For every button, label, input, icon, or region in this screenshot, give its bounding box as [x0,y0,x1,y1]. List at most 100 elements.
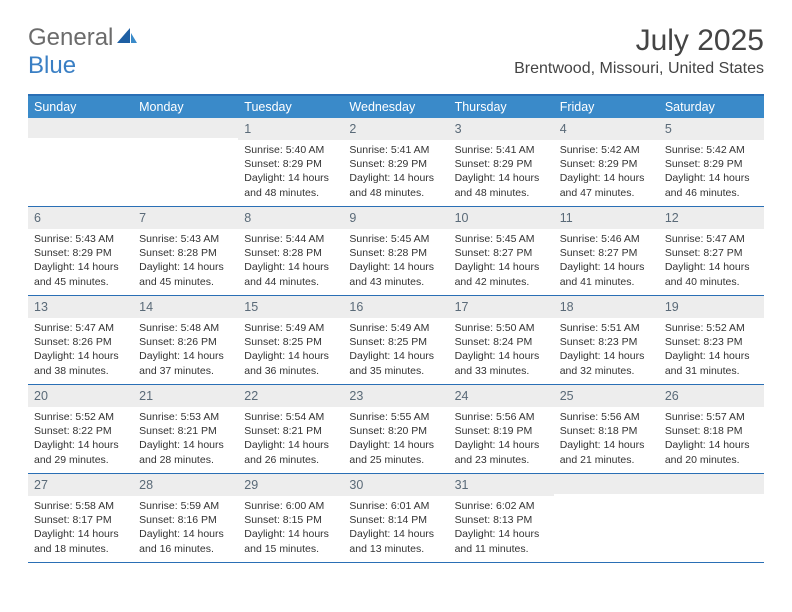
day-body: Sunrise: 5:42 AMSunset: 8:29 PMDaylight:… [554,140,659,206]
daylight-text: Daylight: 14 hours and 20 minutes. [665,438,758,466]
week-row: 13Sunrise: 5:47 AMSunset: 8:26 PMDayligh… [28,296,764,385]
week-row: 20Sunrise: 5:52 AMSunset: 8:22 PMDayligh… [28,385,764,474]
daylight-text: Daylight: 14 hours and 25 minutes. [349,438,442,466]
sunset-text: Sunset: 8:21 PM [244,424,337,438]
day-cell: 19Sunrise: 5:52 AMSunset: 8:23 PMDayligh… [659,296,764,384]
weekday-header-row: Sunday Monday Tuesday Wednesday Thursday… [28,96,764,118]
day-cell: 12Sunrise: 5:47 AMSunset: 8:27 PMDayligh… [659,207,764,295]
daylight-text: Daylight: 14 hours and 26 minutes. [244,438,337,466]
sunrise-text: Sunrise: 5:49 AM [244,321,337,335]
day-number-row: 11 [554,207,659,229]
daylight-text: Daylight: 14 hours and 45 minutes. [34,260,127,288]
sunset-text: Sunset: 8:28 PM [244,246,337,260]
day-number: 21 [139,389,153,403]
daylight-text: Daylight: 14 hours and 33 minutes. [455,349,548,377]
day-cell: 22 Sunrise: 5:54 AMSunset: 8:21 PMDayligh… [238,385,343,473]
sunset-text: Sunset: 8:29 PM [349,157,442,171]
day-body: Sunrise: 5:48 AMSunset: 8:26 PMDaylight:… [133,318,238,384]
sunrise-text: Sunrise: 5:44 AM [244,232,337,246]
daylight-text: Daylight: 14 hours and 42 minutes. [455,260,548,288]
sunset-text: Sunset: 8:23 PM [560,335,653,349]
day-number: 23 [349,389,363,403]
day-number: 3 [455,122,462,136]
day-cell: 29Sunrise: 6:00 AMSunset: 8:15 PMDayligh… [238,474,343,562]
day-number: 13 [34,300,48,314]
day-number-row: 17 [449,296,554,318]
day-number-row: 4 [554,118,659,140]
day-number: 6 [34,211,41,225]
daylight-text: Daylight: 14 hours and 31 minutes. [665,349,758,377]
day-number-row: 5 [659,118,764,140]
day-cell: 17Sunrise: 5:50 AMSunset: 8:24 PMDayligh… [449,296,554,384]
day-number: 1 [244,122,251,136]
day-body: Sunrise: 5:45 AMSunset: 8:28 PMDaylight:… [343,229,448,295]
sunset-text: Sunset: 8:27 PM [455,246,548,260]
weekday-header: Sunday [28,96,133,118]
daylight-text: Daylight: 14 hours and 48 minutes. [349,171,442,199]
day-number-row: 24 [449,385,554,407]
sunset-text: Sunset: 8:26 PM [139,335,232,349]
day-number: 9 [349,211,356,225]
sunset-text: Sunset: 8:29 PM [665,157,758,171]
sunrise-text: Sunrise: 5:56 AM [455,410,548,424]
sunrise-text: Sunrise: 5:46 AM [560,232,653,246]
day-number: 27 [34,478,48,492]
day-cell: 28Sunrise: 5:59 AMSunset: 8:16 PMDayligh… [133,474,238,562]
daylight-text: Daylight: 14 hours and 11 minutes. [455,527,548,555]
day-body: Sunrise: 5:51 AMSunset: 8:23 PMDaylight:… [554,318,659,384]
sunset-text: Sunset: 8:18 PM [665,424,758,438]
day-cell [554,474,659,562]
day-number-row: 28 [133,474,238,496]
day-number-row [133,118,238,138]
daylight-text: Daylight: 14 hours and 45 minutes. [139,260,232,288]
sunrise-text: Sunrise: 5:55 AM [349,410,442,424]
sunrise-text: Sunrise: 5:41 AM [349,143,442,157]
day-number: 5 [665,122,672,136]
day-number-row: 19 [659,296,764,318]
day-cell: 9 Sunrise: 5:45 AMSunset: 8:28 PMDaylight… [343,207,448,295]
sunset-text: Sunset: 8:18 PM [560,424,653,438]
weeks-container: 1Sunrise: 5:40 AMSunset: 8:29 PMDaylight… [28,118,764,563]
day-cell: 10Sunrise: 5:45 AMSunset: 8:27 PMDayligh… [449,207,554,295]
day-body: Sunrise: 5:50 AMSunset: 8:24 PMDaylight:… [449,318,554,384]
sunset-text: Sunset: 8:28 PM [139,246,232,260]
sunset-text: Sunset: 8:22 PM [34,424,127,438]
sunset-text: Sunset: 8:21 PM [139,424,232,438]
day-body [28,138,133,147]
day-body: Sunrise: 5:54 AMSunset: 8:21 PMDaylight:… [238,407,343,473]
day-body: Sunrise: 5:55 AMSunset: 8:20 PMDaylight:… [343,407,448,473]
sunset-text: Sunset: 8:25 PM [244,335,337,349]
sunrise-text: Sunrise: 5:41 AM [455,143,548,157]
sunrise-text: Sunrise: 5:50 AM [455,321,548,335]
location: Brentwood, Missouri, United States [514,60,764,78]
sunrise-text: Sunrise: 5:43 AM [139,232,232,246]
day-number-row: 9 [343,207,448,229]
daylight-text: Daylight: 14 hours and 37 minutes. [139,349,232,377]
day-cell: 31Sunrise: 6:02 AMSunset: 8:13 PMDayligh… [449,474,554,562]
day-body: Sunrise: 6:00 AMSunset: 8:15 PMDaylight:… [238,496,343,562]
sunrise-text: Sunrise: 5:49 AM [349,321,442,335]
day-cell: 25Sunrise: 5:56 AMSunset: 8:18 PMDayligh… [554,385,659,473]
daylight-text: Daylight: 14 hours and 29 minutes. [34,438,127,466]
daylight-text: Daylight: 14 hours and 28 minutes. [139,438,232,466]
day-number: 22 [244,389,258,403]
sunset-text: Sunset: 8:25 PM [349,335,442,349]
daylight-text: Daylight: 14 hours and 35 minutes. [349,349,442,377]
day-cell [659,474,764,562]
day-body: Sunrise: 5:53 AMSunset: 8:21 PMDaylight:… [133,407,238,473]
logo: General [28,24,138,52]
day-number-row: 27 [28,474,133,496]
day-cell: 14Sunrise: 5:48 AMSunset: 8:26 PMDayligh… [133,296,238,384]
weekday-header: Wednesday [343,96,448,118]
day-number: 31 [455,478,469,492]
day-body: Sunrise: 5:52 AMSunset: 8:22 PMDaylight:… [28,407,133,473]
daylight-text: Daylight: 14 hours and 23 minutes. [455,438,548,466]
day-number-row: 18 [554,296,659,318]
header: General July 2025 Brentwood, Missouri, U… [0,0,792,86]
sunset-text: Sunset: 8:23 PM [665,335,758,349]
daylight-text: Daylight: 14 hours and 15 minutes. [244,527,337,555]
sunset-text: Sunset: 8:13 PM [455,513,548,527]
day-cell: 5Sunrise: 5:42 AMSunset: 8:29 PMDaylight… [659,118,764,206]
day-number-row: 25 [554,385,659,407]
day-number-row: 6 [28,207,133,229]
